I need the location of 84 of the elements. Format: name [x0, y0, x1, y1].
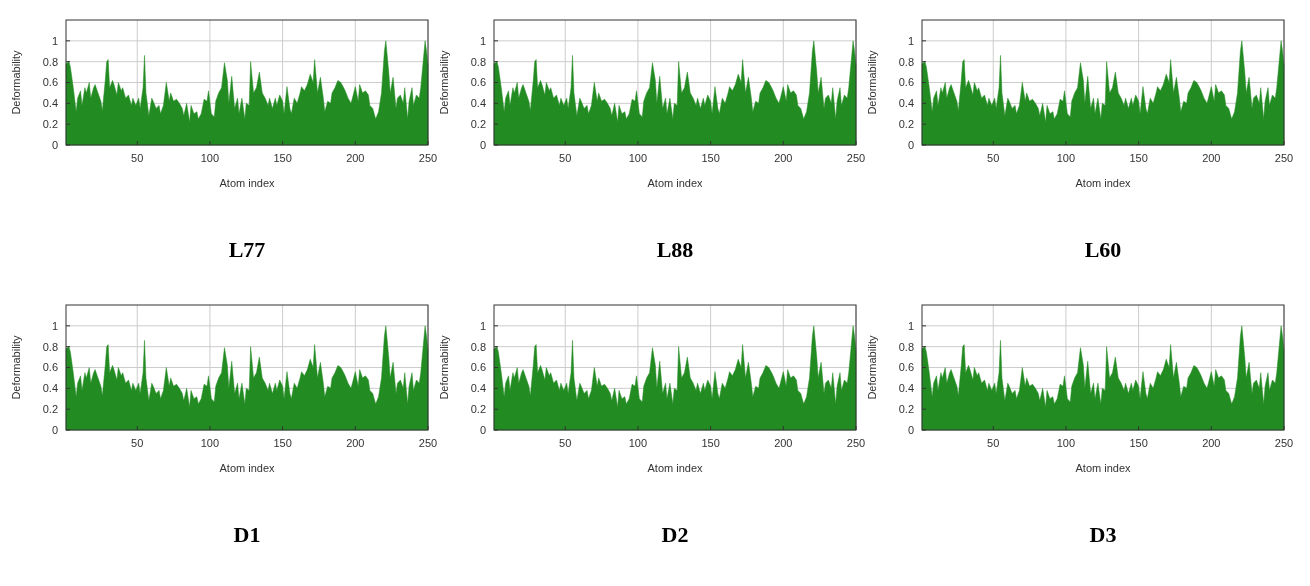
y-tick-label: 0.4: [470, 97, 486, 110]
x-tick-label: 50: [559, 152, 572, 164]
y-tick-label: 0.8: [898, 340, 914, 353]
x-tick-label: 200: [346, 152, 365, 164]
y-axis-title: Deformability: [10, 49, 22, 115]
y-tick-label: 0.6: [898, 361, 914, 374]
x-tick-label: 100: [628, 152, 648, 164]
x-tick-label: 250: [846, 152, 866, 164]
text: D3: [1089, 522, 1117, 547]
y-axis-title: Deformability: [866, 334, 878, 400]
x-tick-label: 200: [774, 152, 793, 164]
x-axis-title: Atom index: [219, 177, 276, 189]
x-tick-label: 50: [131, 437, 144, 449]
text: L77: [228, 237, 266, 262]
y-tick-label: 0: [907, 138, 914, 151]
x-tick-label: 250: [418, 437, 438, 449]
text: D2: [661, 522, 689, 547]
x-tick-label: 150: [701, 437, 720, 449]
x-tick-label: 200: [346, 437, 365, 449]
x-tick-label: 250: [846, 437, 866, 449]
x-tick-label: 250: [1274, 152, 1294, 164]
x-axis-title: Atom index: [1075, 177, 1132, 189]
y-tick-label: 0: [51, 138, 58, 151]
y-axis-title: Deformability: [10, 334, 22, 400]
x-tick-label: 200: [1202, 437, 1221, 449]
y-tick-label: 0: [479, 423, 486, 436]
y-tick-label: 1: [907, 34, 914, 47]
y-tick-label: 0.4: [470, 382, 486, 395]
y-tick-label: 0.8: [470, 340, 486, 353]
x-tick-label: 50: [131, 152, 144, 164]
y-tick-label: 0.4: [42, 97, 58, 110]
x-tick-label: 100: [200, 437, 220, 449]
y-tick-label: 0.8: [42, 55, 58, 68]
x-tick-label: 100: [628, 437, 648, 449]
x-tick-label: 200: [774, 437, 793, 449]
y-tick-label: 0.6: [470, 361, 486, 374]
x-tick-label: 100: [1056, 152, 1076, 164]
y-tick-label: 0: [51, 423, 58, 436]
text: D1: [233, 522, 261, 547]
y-tick-label: 0.2: [898, 403, 914, 416]
y-tick-label: 1: [479, 34, 486, 47]
x-axis-title: Atom index: [1075, 462, 1132, 474]
y-axis-title: Deformability: [438, 49, 450, 115]
y-tick-label: 1: [51, 319, 58, 332]
y-tick-label: 0.8: [898, 55, 914, 68]
x-tick-label: 150: [1129, 152, 1148, 164]
y-tick-label: 1: [907, 319, 914, 332]
x-axis-title: Atom index: [219, 462, 276, 474]
x-tick-label: 50: [559, 437, 572, 449]
x-axis-title: Atom index: [647, 177, 704, 189]
y-tick-label: 0.8: [470, 55, 486, 68]
x-tick-label: 50: [987, 437, 1000, 449]
y-tick-label: 0.6: [470, 76, 486, 89]
y-tick-label: 0: [907, 423, 914, 436]
y-axis-title: Deformability: [438, 334, 450, 400]
x-tick-label: 100: [200, 152, 220, 164]
y-tick-label: 0.6: [42, 76, 58, 89]
x-tick-label: 100: [1056, 437, 1076, 449]
y-tick-label: 0.2: [42, 403, 58, 416]
x-tick-label: 150: [273, 152, 292, 164]
x-tick-label: 250: [1274, 437, 1294, 449]
y-tick-label: 1: [51, 34, 58, 47]
y-tick-label: 1: [479, 319, 486, 332]
y-axis-title: Deformability: [866, 49, 878, 115]
y-tick-label: 0.6: [42, 361, 58, 374]
y-tick-label: 0.2: [42, 118, 58, 131]
x-tick-label: 150: [1129, 437, 1148, 449]
x-tick-label: 200: [1202, 152, 1221, 164]
text: L60: [1084, 237, 1122, 262]
y-tick-label: 0.2: [470, 403, 486, 416]
y-tick-label: 0: [479, 138, 486, 151]
y-tick-label: 0.4: [898, 97, 914, 110]
x-axis-title: Atom index: [647, 462, 704, 474]
x-tick-label: 150: [273, 437, 292, 449]
y-tick-label: 0.4: [898, 382, 914, 395]
x-tick-label: 150: [701, 152, 720, 164]
x-tick-label: 50: [987, 152, 1000, 164]
y-tick-label: 0.2: [470, 118, 486, 131]
y-tick-label: 0.4: [42, 382, 58, 395]
y-tick-label: 0.6: [898, 76, 914, 89]
text: L88: [656, 237, 694, 262]
y-tick-label: 0.2: [898, 118, 914, 131]
y-tick-label: 0.8: [42, 340, 58, 353]
x-tick-label: 250: [418, 152, 438, 164]
